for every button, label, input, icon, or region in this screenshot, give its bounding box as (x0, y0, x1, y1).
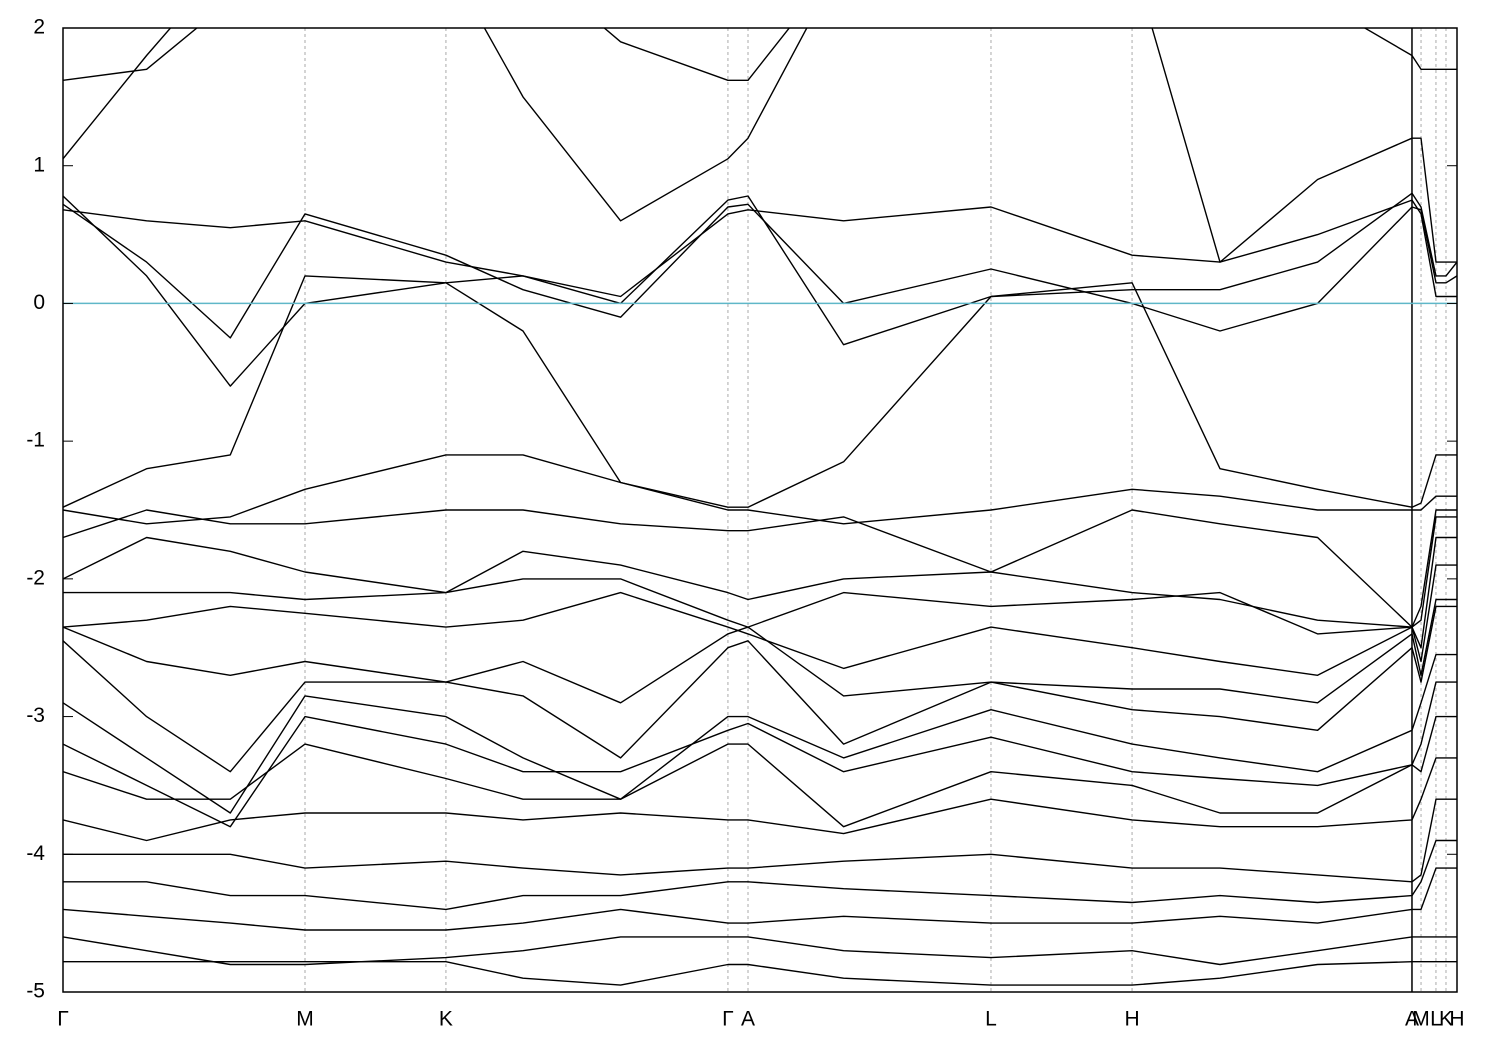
band-line (63, 199, 1457, 298)
x-tick-label: A (741, 1008, 755, 1031)
y-tick-label: 1 (33, 153, 45, 176)
bands (63, 28, 1457, 986)
x-tick-label: Γ (722, 1008, 734, 1031)
x-tick-label: K (1439, 1008, 1453, 1031)
x-tick-label: Γ (57, 1008, 69, 1031)
band-line (63, 564, 1457, 676)
band-line (63, 605, 1457, 773)
x-tick-label: K (439, 1008, 453, 1031)
band-line (63, 936, 1457, 966)
y-tick-label: -4 (26, 842, 45, 865)
y-tick-label: -1 (26, 429, 45, 452)
band-line (63, 839, 1457, 911)
x-tick-label: L (985, 1008, 997, 1031)
x-tick-label: H (1124, 1008, 1139, 1031)
band-line (63, 598, 1457, 704)
band-line (63, 867, 1457, 931)
plot-frame (62, 27, 1458, 993)
band-line (63, 28, 1457, 263)
y-tick-label: 2 (33, 16, 45, 39)
y-tick-label: -2 (26, 566, 45, 589)
y-tick-label: -3 (26, 704, 45, 727)
band-line (63, 653, 1457, 814)
x-tick-label: M (1412, 1008, 1430, 1031)
y-tick-label: 0 (33, 291, 45, 314)
band-line (63, 536, 1457, 649)
band-line (63, 454, 1457, 525)
band-line (63, 681, 1457, 828)
band-line (63, 516, 1457, 628)
band-line (63, 509, 1457, 628)
x-tick-label: H (1449, 1008, 1464, 1031)
band-line (63, 715, 1457, 828)
band-line (63, 798, 1457, 883)
band-line (63, 961, 1457, 986)
x-tick-label: A (1405, 1008, 1419, 1031)
band-line (63, 28, 1457, 81)
x-tick-label: M (296, 1008, 314, 1031)
y-tick-label: -5 (26, 980, 45, 1003)
band-line (63, 275, 1457, 508)
band-line (63, 192, 1457, 387)
x-tick-label: L (1430, 1008, 1442, 1031)
band-line (63, 757, 1457, 842)
